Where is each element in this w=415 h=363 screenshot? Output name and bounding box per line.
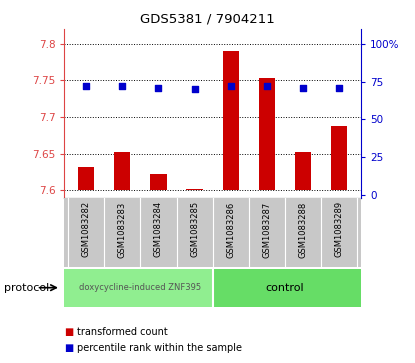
Point [300,85,306,91]
Bar [186,189,203,191]
Bar [213,269,361,307]
Point [155,85,162,91]
Text: GSM1083287: GSM1083287 [262,201,271,257]
Bar [295,152,311,191]
Text: ■: ■ [64,343,73,353]
Text: GSM1083282: GSM1083282 [81,201,90,257]
Text: ■: ■ [64,327,73,337]
Text: control: control [266,283,304,293]
Text: transformed count: transformed count [77,327,168,337]
Point [227,83,234,89]
Bar [222,51,239,191]
Bar [150,174,166,191]
Point [264,83,270,89]
Point [119,83,126,89]
Text: GSM1083284: GSM1083284 [154,201,163,257]
Text: GDS5381 / 7904211: GDS5381 / 7904211 [140,13,275,26]
Text: GSM1083288: GSM1083288 [299,201,308,257]
Text: protocol: protocol [4,283,49,293]
Text: doxycycline-induced ZNF395: doxycycline-induced ZNF395 [79,283,201,292]
Text: GSM1083289: GSM1083289 [335,201,344,257]
Point [191,86,198,92]
Bar [78,167,94,191]
Text: GSM1083286: GSM1083286 [226,201,235,257]
Text: percentile rank within the sample: percentile rank within the sample [77,343,242,353]
Text: GSM1083285: GSM1083285 [190,201,199,257]
Bar [331,126,347,191]
Point [83,83,89,89]
Bar [114,152,130,191]
Point [336,85,343,91]
Text: GSM1083283: GSM1083283 [118,201,127,257]
Bar [259,78,275,191]
